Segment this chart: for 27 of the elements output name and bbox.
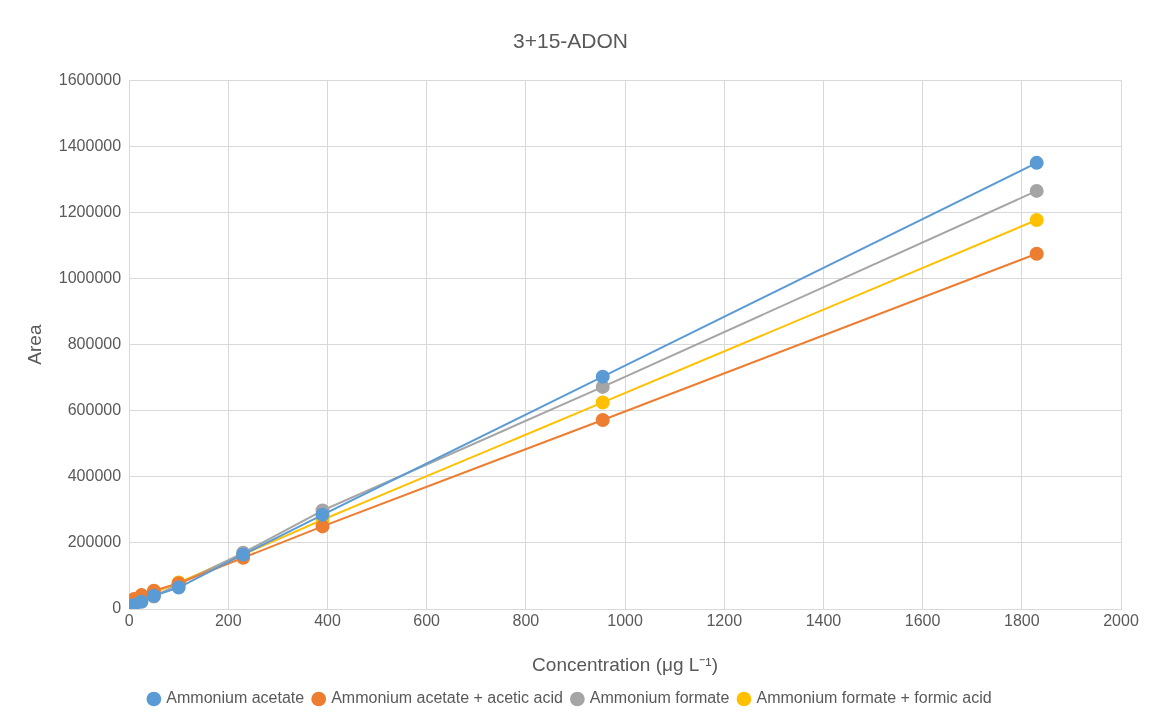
x-tick-label: 1200 — [706, 612, 743, 630]
x-tick-label: 200 — [214, 612, 242, 630]
y-tick-label: 0 — [112, 599, 122, 617]
y-tick-label: 200000 — [67, 533, 122, 551]
legend-label: Ammonium acetate — [166, 689, 305, 707]
x-tick-label: 1000 — [607, 612, 643, 630]
y-axis-title: Area — [23, 324, 45, 365]
y-tick-label: 400000 — [67, 467, 122, 485]
x-tick-label: 1400 — [805, 612, 842, 630]
legend-label: Ammonium formate — [589, 689, 730, 707]
y-tick-label: 1600000 — [58, 70, 122, 88]
x-tick-label: 1600 — [904, 612, 941, 630]
x-tick-label: 2000 — [1103, 612, 1139, 630]
y-tick-label: 800000 — [67, 335, 122, 353]
x-tick-label: 1800 — [1004, 612, 1040, 630]
x-tick-label: 600 — [413, 612, 441, 630]
y-tick-label: 1000000 — [58, 268, 122, 286]
y-tick-label: 1200000 — [58, 202, 122, 220]
x-tick-label: 800 — [512, 612, 540, 630]
chart-title: 3+15-ADON — [513, 29, 628, 53]
y-tick-label: 1400000 — [58, 136, 122, 154]
legend-label: Ammonium formate + formic acid — [756, 689, 992, 707]
x-tick-label: 400 — [314, 612, 341, 630]
x-tick-label: 0 — [124, 612, 134, 630]
y-tick-label: 600000 — [67, 401, 122, 419]
legend-label: Ammonium acetate + acetic acid — [331, 689, 563, 707]
x-axis-title: Concentration (μg L⁻¹) — [532, 653, 719, 675]
